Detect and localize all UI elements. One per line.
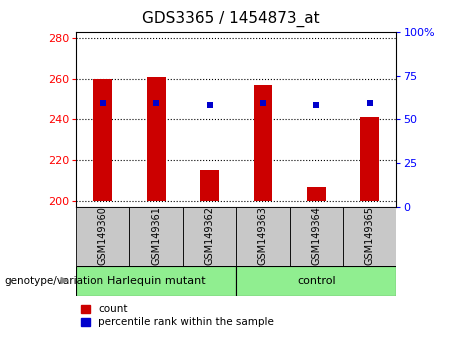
- Text: GSM149363: GSM149363: [258, 206, 268, 264]
- Bar: [76, 266, 236, 296]
- Legend: count, percentile rank within the sample: count, percentile rank within the sample: [81, 304, 274, 327]
- Text: GSM149365: GSM149365: [365, 206, 375, 265]
- Bar: [236, 266, 396, 296]
- Bar: [94, 79, 112, 201]
- Text: control: control: [297, 275, 336, 286]
- Bar: [361, 118, 379, 201]
- Point: [366, 100, 373, 106]
- Bar: [343, 207, 396, 266]
- Point: [99, 100, 106, 106]
- Text: GDS3365 / 1454873_at: GDS3365 / 1454873_at: [142, 11, 319, 27]
- Bar: [236, 207, 290, 266]
- Text: GSM149361: GSM149361: [151, 206, 161, 264]
- Bar: [290, 207, 343, 266]
- Text: GSM149362: GSM149362: [205, 206, 214, 265]
- Text: genotype/variation: genotype/variation: [5, 275, 104, 286]
- Point: [206, 102, 213, 108]
- Point: [153, 100, 160, 106]
- Bar: [76, 207, 130, 266]
- Text: GSM149360: GSM149360: [98, 206, 108, 264]
- Bar: [254, 85, 272, 201]
- Point: [313, 102, 320, 108]
- Bar: [147, 77, 165, 201]
- Text: Harlequin mutant: Harlequin mutant: [107, 275, 206, 286]
- Text: GSM149364: GSM149364: [311, 206, 321, 264]
- Bar: [200, 170, 219, 201]
- Point: [259, 100, 266, 106]
- Bar: [307, 187, 326, 201]
- Bar: [130, 207, 183, 266]
- Bar: [183, 207, 236, 266]
